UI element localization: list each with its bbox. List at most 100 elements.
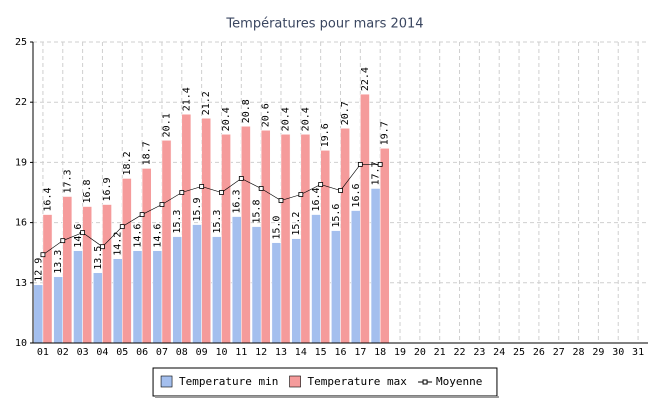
point [219, 190, 224, 195]
y-tick-label: 22 [15, 97, 27, 108]
point [318, 182, 324, 187]
legend-label: Temperature max [308, 375, 408, 388]
x-tick-label: 18 [374, 347, 386, 358]
data-label: 13.5 [93, 246, 104, 270]
x-tick-label: 29 [592, 347, 604, 358]
data-label: 16.4 [311, 187, 322, 211]
bar [221, 134, 231, 344]
x-tick-label: 22 [454, 347, 466, 358]
bar [53, 276, 64, 344]
data-label: 14.6 [152, 224, 163, 248]
bar [132, 250, 143, 344]
x-tick-label: 15 [315, 347, 327, 358]
bar [320, 150, 331, 344]
legend-swatch [422, 379, 428, 385]
data-label: 16.8 [82, 179, 93, 203]
data-label: 22.4 [360, 67, 371, 91]
bar [122, 178, 132, 344]
bar [73, 250, 83, 344]
data-label: 12.9 [33, 258, 44, 282]
data-label: 20.8 [241, 99, 252, 123]
point [139, 212, 145, 217]
bar [212, 236, 222, 344]
bar [112, 258, 123, 344]
data-label: 14.6 [73, 224, 84, 248]
data-label: 20.7 [340, 101, 351, 125]
x-tick-label: 08 [176, 347, 188, 358]
x-tick-label: 11 [235, 347, 247, 358]
y-tick-label: 10 [15, 338, 27, 349]
x-tick-label: 13 [275, 347, 287, 358]
bar [251, 226, 262, 344]
bar [280, 134, 291, 344]
legend-label: Temperature min [179, 375, 278, 388]
data-label: 17.3 [62, 169, 73, 193]
data-label: 20.1 [162, 113, 173, 137]
data-label: 20.6 [261, 103, 272, 127]
y-tick-label: 13 [15, 278, 27, 289]
bar [331, 230, 341, 344]
data-label: 18.7 [142, 141, 153, 165]
point [377, 162, 383, 167]
x-tick-label: 24 [493, 347, 505, 358]
data-label: 15.3 [212, 210, 223, 234]
legend-label: Moyenne [436, 375, 482, 388]
bar [340, 128, 350, 344]
data-label: 15.9 [192, 198, 203, 222]
x-tick-label: 10 [215, 347, 227, 358]
data-label: 15.8 [252, 200, 263, 224]
bar [291, 238, 302, 344]
bar [370, 188, 381, 344]
data-label: 21.4 [181, 87, 192, 111]
x-tick-label: 06 [136, 347, 148, 358]
x-tick-label: 23 [473, 347, 485, 358]
y-tick-label: 19 [15, 157, 27, 168]
legend: Temperature min Temperature max Moyenne [152, 367, 499, 398]
x-tick-label: 30 [612, 347, 624, 358]
x-tick-label: 01 [37, 347, 49, 358]
bar [192, 224, 202, 344]
y-tick-label: 16 [15, 218, 27, 229]
y-tick-label: 25 [15, 37, 27, 48]
data-label: 17.7 [371, 161, 382, 185]
point [60, 238, 66, 244]
bar [141, 168, 152, 344]
x-tick-label: 25 [513, 347, 525, 358]
bar [62, 196, 73, 344]
legend-shadow [155, 396, 499, 398]
point [357, 162, 363, 167]
x-tick-label: 02 [57, 347, 69, 358]
x-tick-label: 05 [116, 347, 128, 358]
x-tick-label: 03 [77, 347, 89, 358]
point [199, 184, 205, 189]
line [42, 164, 381, 255]
point [100, 244, 105, 250]
data-label: 20.4 [300, 107, 311, 131]
data-label: 16.4 [42, 187, 53, 211]
point [40, 252, 46, 258]
legend-swatch [160, 375, 173, 388]
point [119, 224, 125, 230]
data-label: 13.3 [53, 250, 64, 274]
x-tick-label: 26 [533, 347, 545, 358]
data-label: 16.6 [351, 183, 362, 207]
bar [379, 148, 390, 344]
point [238, 176, 244, 181]
data-label: 15.2 [291, 212, 302, 236]
x-tick-label: 31 [632, 347, 644, 358]
data-label: 20.4 [221, 107, 232, 131]
chart-title: Températures pour mars 2014 [225, 17, 423, 32]
bar [201, 118, 212, 344]
bar [102, 204, 112, 344]
bar [33, 284, 44, 344]
data-label: 19.6 [320, 123, 331, 147]
bar [260, 130, 271, 344]
x-tick-label: 20 [414, 347, 426, 358]
data-label: 15.0 [271, 216, 282, 240]
legend-swatch [289, 375, 301, 388]
x-tick-label: 17 [354, 347, 366, 358]
point [80, 230, 85, 236]
x-tick-label: 09 [196, 347, 208, 358]
data-label: 19.7 [380, 121, 391, 145]
bar [360, 93, 370, 344]
